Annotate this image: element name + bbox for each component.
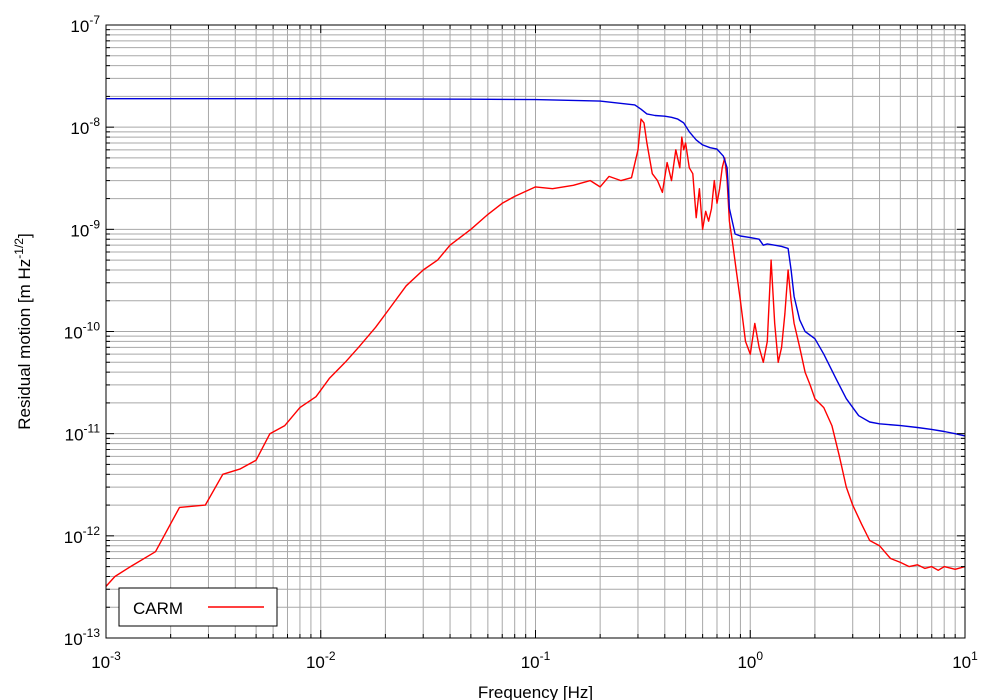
y-tick-label: 10-10: [64, 320, 101, 343]
tick-marks: [105, 25, 965, 639]
y-tick-label: 10-8: [70, 115, 100, 138]
y-tick-label: 10-11: [65, 422, 101, 445]
legend: CARM: [118, 587, 278, 627]
x-tick-labels: 10-3 10-2 10-1 100 101: [91, 649, 978, 672]
y-tick-label: 10-7: [70, 13, 100, 36]
series-reference-line: [106, 97, 966, 437]
legend-label-carm: CARM: [133, 599, 183, 618]
x-tick-label: 100: [737, 649, 763, 672]
x-tick-label: 10-1: [521, 649, 551, 672]
x-tick-label: 10-3: [91, 649, 121, 672]
grid: [105, 25, 965, 639]
y-tick-label: 10-13: [64, 626, 101, 649]
x-tick-label: 10-2: [306, 649, 336, 672]
series-carm-line: [105, 118, 966, 587]
x-axis-label: Frequency [Hz]: [478, 683, 593, 700]
y-axis-label: Residual motion [m Hz-1/2]: [12, 233, 34, 429]
y-tick-label: 10-12: [64, 524, 101, 547]
y-tick-label: 10-9: [70, 217, 100, 240]
series-layer: [105, 97, 966, 587]
y-tick-labels: 10-13 10-12 10-11 10-10 10-9 10-8 10-7: [64, 13, 101, 649]
x-tick-label: 101: [952, 649, 978, 672]
